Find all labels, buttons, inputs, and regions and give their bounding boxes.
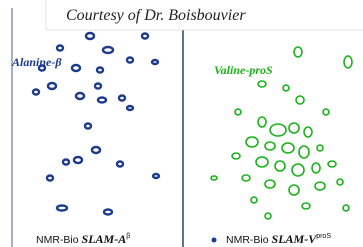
- panel-label: Alanine-β: [11, 55, 62, 69]
- footer-prefix: NMR-Bio: [226, 234, 269, 246]
- caption: Courtesy of Dr. Boisbouvier: [66, 7, 246, 24]
- figure: Courtesy of Dr. Boisbouvier Alanine-β Va…: [0, 0, 363, 247]
- footer-superscript: β: [126, 233, 130, 240]
- background: [0, 0, 363, 247]
- panel-label: Valine-proS: [214, 63, 273, 77]
- footer-name: SLAM-A: [82, 232, 127, 246]
- footer-prefix: NMR-Bio: [36, 234, 79, 246]
- footer-name: SLAM-V: [272, 232, 318, 246]
- panel-footer: NMR-Bio SLAM-Aβ: [36, 232, 130, 246]
- panel-footer: NMR-Bio SLAM-VproS: [226, 232, 331, 246]
- dot: [212, 238, 217, 243]
- footer-superscript: proS: [316, 233, 331, 240]
